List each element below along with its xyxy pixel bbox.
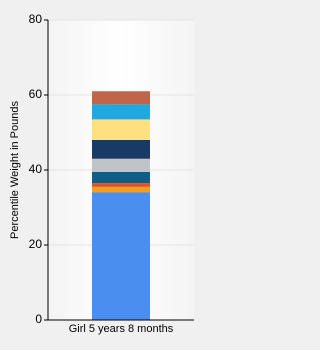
chart: Percentile Weight in Pounds 0 20 40 60 80 Gir… [8, 12, 194, 335]
bar-segment [92, 140, 150, 159]
bar-segment [92, 104, 150, 120]
bar-segment [92, 91, 150, 105]
y-axis-label: Percentile Weight in Pounds [9, 101, 21, 239]
y-tick-label: 0 [35, 312, 42, 326]
x-tick-label: Girl 5 years 8 months [69, 323, 174, 335]
y-tick-label: 20 [29, 237, 43, 251]
bar-segment [92, 158, 150, 172]
bar-segment [92, 192, 150, 320]
bar-segment [92, 186, 150, 193]
bar-segment [92, 119, 150, 140]
bar-segment [92, 171, 150, 184]
y-tick-label: 60 [29, 87, 43, 101]
y-tick-label: 80 [29, 12, 43, 26]
bar-segment [92, 183, 150, 187]
y-tick-label: 40 [29, 162, 43, 176]
